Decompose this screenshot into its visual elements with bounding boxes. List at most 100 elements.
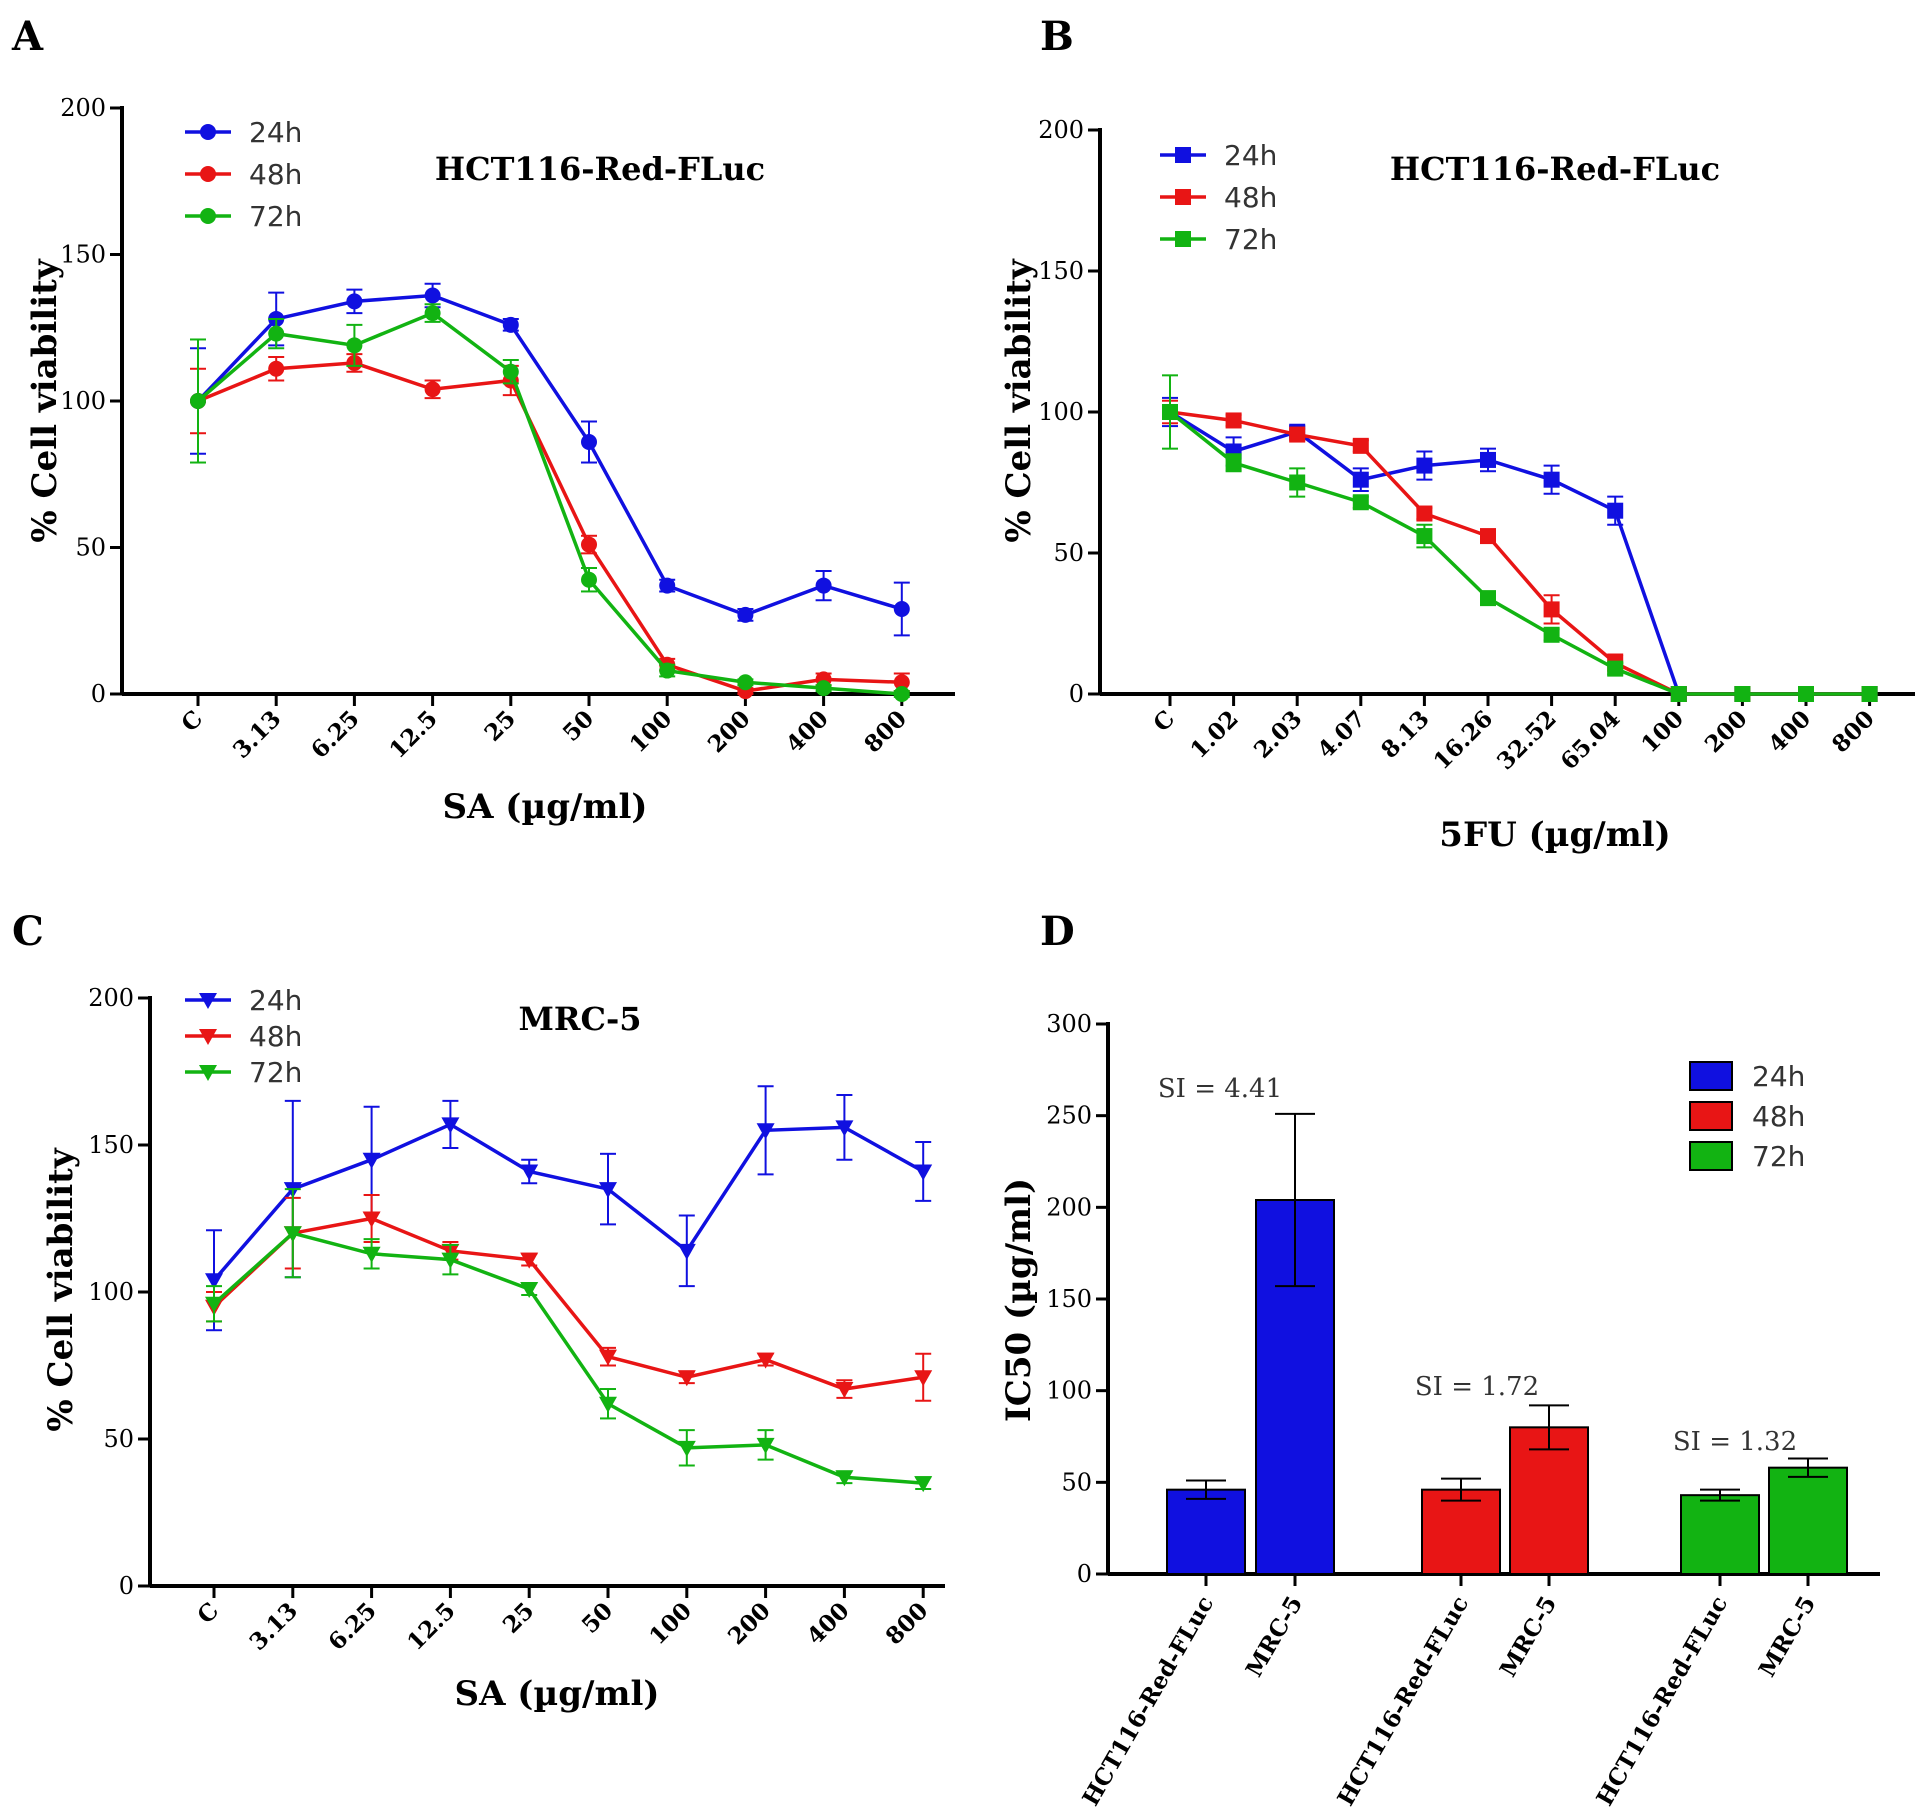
y-tick-label: 150 <box>1046 1285 1092 1313</box>
data-point-48h <box>1352 437 1369 454</box>
data-point-48h <box>599 1349 617 1366</box>
series-line-24h <box>212 1122 925 1282</box>
series-line-24h <box>196 293 903 617</box>
y-tick-label: 200 <box>60 94 106 122</box>
x-tick-label: 16.26 <box>1428 705 1498 775</box>
series-line-48h <box>1169 410 1870 696</box>
data-point-72h <box>1861 686 1878 702</box>
data-point-48h <box>835 1382 854 1399</box>
y-tick-label: 150 <box>88 1131 134 1159</box>
chart-title: MRC-5 <box>518 1000 641 1038</box>
y-tick-label: 200 <box>88 984 134 1012</box>
data-point-72h <box>283 1226 302 1243</box>
data-point-48h <box>1416 505 1433 522</box>
data-point-72h <box>1225 454 1242 471</box>
data-point-72h <box>1607 660 1624 677</box>
series-48h <box>205 1193 933 1402</box>
series-line-48h <box>197 361 902 693</box>
x-tick-label: 100 <box>644 1597 697 1650</box>
y-tick-label: 100 <box>1038 398 1084 426</box>
series-24h <box>190 282 910 637</box>
panel-a-chart: 0 50 100 150 200 C 3.13 6.25 12.5 25 50 100 200 400 80… <box>25 94 955 827</box>
y-tick-label: 0 <box>119 1572 134 1600</box>
x-tick-label: 400 <box>781 705 834 758</box>
data-point-24h <box>1480 451 1496 468</box>
x-tick-label: HCT116-Red-FLuc <box>1077 1592 1219 1811</box>
data-point-24h <box>346 293 363 310</box>
data-point-72h <box>520 1282 539 1299</box>
data-point-48h <box>893 674 910 691</box>
data-point-72h <box>1798 686 1814 702</box>
data-point-48h <box>1480 528 1496 545</box>
data-point-72h <box>268 325 285 342</box>
series-24h <box>205 1085 933 1332</box>
legend-label-72h: 72h <box>249 200 302 233</box>
x-tick-label: 50 <box>558 705 600 747</box>
legend-marker-24h <box>199 993 217 1009</box>
data-point-72h <box>659 662 676 679</box>
x-tick-label: MRC-5 <box>1241 1592 1309 1682</box>
x-tick-label: 3.13 <box>228 705 287 764</box>
x-tick-label: 400 <box>1763 705 1816 758</box>
data-point-72h <box>1734 686 1751 702</box>
x-axis-label: 5FU (µg/ml) <box>1439 815 1670 855</box>
x-tick-label: HCT116-Red-FLuc <box>1332 1592 1474 1811</box>
data-point-24h <box>737 606 754 623</box>
panel-label-c: C <box>12 908 44 955</box>
bar-48h <box>1421 1488 1501 1575</box>
chart-title: HCT116-Red-FLuc <box>435 150 765 188</box>
data-point-72h <box>1289 474 1306 491</box>
legend-swatch-24h <box>1689 1061 1733 1091</box>
y-tick-label: 100 <box>1046 1377 1092 1405</box>
data-point-72h <box>502 363 519 380</box>
data-point-48h <box>756 1352 775 1369</box>
data-point-48h <box>1289 426 1306 443</box>
x-tick-label: MRC-5 <box>1495 1592 1563 1682</box>
series-line-24h <box>1169 410 1870 696</box>
x-tick-label: 2.03 <box>1249 705 1308 764</box>
si-annotation: SI = 4.41 <box>1158 1074 1282 1104</box>
series-24h <box>1162 396 1878 702</box>
x-tick-label: 25 <box>498 1597 540 1639</box>
x-tick-label: 6.25 <box>306 705 365 764</box>
x-tick-label: HCT116-Red-FLuc <box>1591 1592 1733 1811</box>
x-tick-label: C <box>1148 705 1180 737</box>
data-point-72h <box>599 1396 617 1413</box>
panel-b-chart: 0 50 100 150 200 C 1.02 2.03 4.07 8.1316.2632.526… <box>999 116 1915 855</box>
x-tick-label: 12.5 <box>384 705 443 764</box>
data-point-24h <box>677 1243 696 1260</box>
data-point-24h <box>502 316 519 333</box>
data-point-72h <box>581 571 597 588</box>
data-point-72h <box>677 1440 696 1457</box>
data-point-48h <box>1543 601 1560 618</box>
legend-marker-24h <box>1175 147 1191 163</box>
x-tick-label: 12.5 <box>402 1597 461 1656</box>
data-point-72h <box>893 686 910 702</box>
legend-label-72h: 72h <box>1224 223 1277 256</box>
series-line-72h <box>196 311 902 696</box>
data-point-72h <box>756 1437 775 1454</box>
series-72h <box>205 1188 933 1493</box>
data-point-72h <box>1480 590 1496 607</box>
data-point-24h <box>1352 471 1369 488</box>
y-tick-label: 50 <box>103 1425 134 1453</box>
panel-d-chart: 0 50 100 150 200 250 300 HCT116-Red-FLuc MRC-5 HC… <box>999 1010 1880 1811</box>
data-point-24h <box>1416 457 1433 474</box>
series-48h <box>190 353 910 700</box>
data-point-72h <box>362 1246 381 1263</box>
data-point-72h <box>424 305 441 322</box>
y-tick-label: 50 <box>1053 539 1084 567</box>
x-tick-label: 100 <box>1636 705 1689 758</box>
data-point-24h <box>424 287 441 304</box>
data-point-24h <box>581 434 597 451</box>
legend-label-48h: 48h <box>249 1020 302 1053</box>
chart-title: HCT116-Red-FLuc <box>1390 150 1720 188</box>
data-point-48h <box>914 1370 933 1387</box>
y-tick-label: 150 <box>60 241 106 269</box>
legend-marker-72h <box>200 208 216 224</box>
series-line-72h <box>1168 410 1870 696</box>
x-tick-label: 3.13 <box>244 1597 303 1656</box>
x-tick-label: C <box>176 705 208 737</box>
data-point-24h <box>756 1123 775 1140</box>
